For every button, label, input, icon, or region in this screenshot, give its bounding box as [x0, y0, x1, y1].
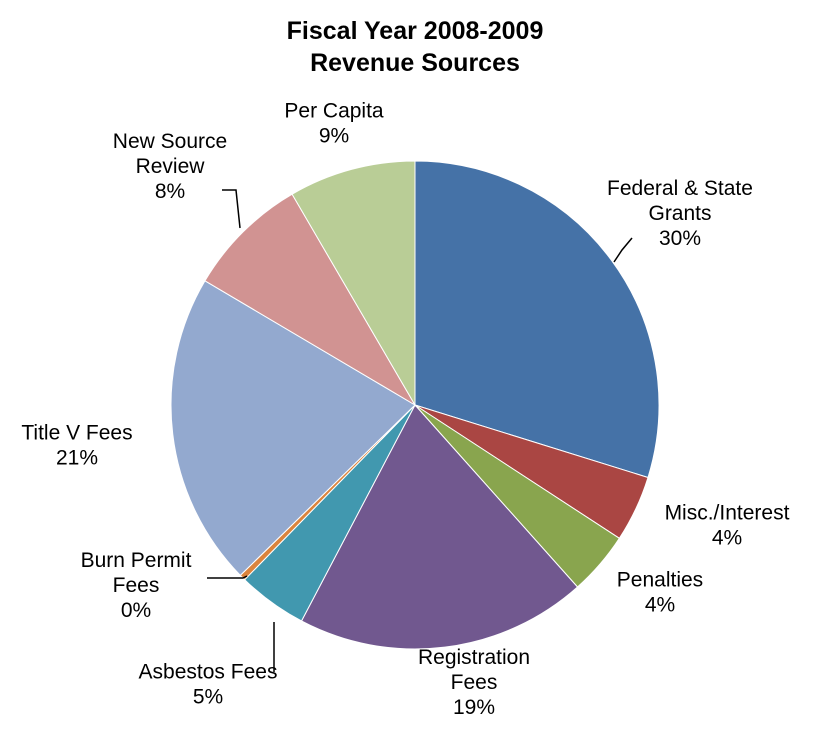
slice-new-source-review — [204, 193, 417, 407]
label-burn-permit-fees: Burn Permit Fees 0% — [81, 549, 192, 622]
pie-slices — [170, 160, 660, 650]
label-title-v-fees: Title V Fees 21% — [21, 422, 132, 470]
slice-per-capita — [291, 160, 416, 407]
leader-lines — [207, 189, 633, 672]
label-federal-state-grants: Federal & State Grants 30% — [607, 177, 753, 250]
leader-line-burn-permit-fees — [207, 575, 248, 579]
chart-title-line-2: Revenue Sources — [310, 49, 520, 77]
chart-title-line-1: Fiscal Year 2008-2009 — [287, 17, 544, 45]
leader-line-new-source-review — [222, 189, 241, 229]
slice-registration-fees — [300, 404, 579, 650]
label-registration-fees: Registration Fees 19% — [418, 646, 530, 719]
label-misc-interest: Misc./Interest 4% — [665, 502, 790, 550]
slice-labels: Federal & State Grants 30% Misc./Interest 4%… — [21, 100, 789, 720]
leader-line-federal-state-grants — [613, 237, 633, 263]
label-new-source-review: New Source Review 8% — [113, 130, 227, 203]
slice-title-v-fees — [170, 280, 416, 577]
slice-federal-state-grants — [414, 160, 660, 479]
label-per-capita: Per Capita 9% — [284, 100, 384, 148]
label-asbestos-fees: Asbestos Fees 5% — [139, 661, 278, 709]
label-penalties: Penalties 4% — [617, 569, 703, 617]
